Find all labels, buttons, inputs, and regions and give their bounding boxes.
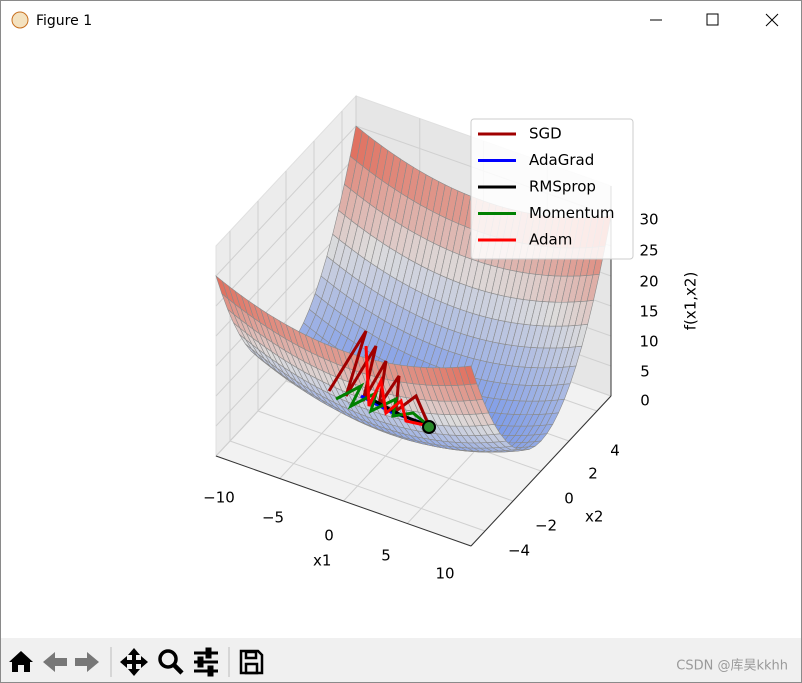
home-button[interactable] bbox=[9, 651, 33, 672]
y-tick-label: −4 bbox=[508, 542, 530, 560]
y-axis-label: x2 bbox=[585, 508, 603, 526]
z-tick-label: 15 bbox=[639, 303, 658, 321]
zoom-button[interactable] bbox=[158, 649, 184, 675]
legend-label: Momentum bbox=[529, 204, 614, 222]
watermark: CSDN @库昊kkhh bbox=[676, 658, 788, 674]
pan-button[interactable] bbox=[120, 648, 148, 676]
legend-label: RMSprop bbox=[529, 178, 596, 196]
save-button[interactable] bbox=[239, 649, 264, 675]
close-button[interactable] bbox=[765, 13, 779, 27]
axis-line bbox=[470, 395, 612, 547]
configure-button[interactable] bbox=[194, 647, 218, 677]
z-tick-label: 5 bbox=[640, 363, 650, 381]
window-title: Figure 1 bbox=[36, 13, 92, 29]
grid-line bbox=[257, 410, 514, 502]
title-bar: Figure 1 bbox=[11, 11, 779, 29]
end-point bbox=[422, 420, 436, 434]
z-tick-label: 10 bbox=[639, 333, 658, 351]
app-icon bbox=[11, 11, 29, 29]
momentum-path bbox=[335, 382, 430, 428]
x-tick-label: 0 bbox=[324, 527, 334, 545]
maximize-button[interactable] bbox=[706, 13, 719, 26]
adam-path bbox=[364, 345, 430, 428]
axis-line bbox=[215, 455, 472, 547]
surface-patch bbox=[464, 365, 478, 385]
back-button[interactable] bbox=[43, 652, 67, 672]
z-tick-label: 30 bbox=[639, 211, 658, 229]
z-tick-label: 25 bbox=[639, 242, 658, 260]
y-tick-label: 2 bbox=[588, 465, 598, 483]
z-tick-label: 20 bbox=[639, 273, 658, 291]
z-tick-label: 0 bbox=[640, 392, 650, 410]
x-tick-label: −10 bbox=[203, 489, 235, 507]
x-tick-label: 10 bbox=[435, 565, 454, 583]
grid-line bbox=[215, 155, 357, 307]
legend-label: Adam bbox=[529, 231, 572, 249]
legend-label: AdaGrad bbox=[529, 151, 594, 169]
x-axis-label: x1 bbox=[313, 552, 331, 570]
x-tick-label: 5 bbox=[381, 547, 391, 565]
z-axis-label: f(x1,x2) bbox=[682, 272, 700, 331]
grid-line bbox=[229, 440, 486, 532]
legend-box bbox=[470, 118, 634, 260]
toolbar: CSDN @库昊kkhh bbox=[1, 638, 801, 682]
trajectories bbox=[327, 330, 436, 434]
grid-line bbox=[215, 125, 357, 277]
y-tick-label: −2 bbox=[535, 517, 557, 535]
forward-button[interactable] bbox=[75, 652, 99, 672]
legend-label: SGD bbox=[529, 125, 562, 143]
legend: SGD AdaGrad RMSprop Momentum Adam bbox=[470, 118, 634, 260]
x-tick-label: −5 bbox=[262, 509, 284, 527]
y-tick-label: 4 bbox=[610, 442, 620, 460]
y-tick-label: 0 bbox=[564, 490, 574, 508]
